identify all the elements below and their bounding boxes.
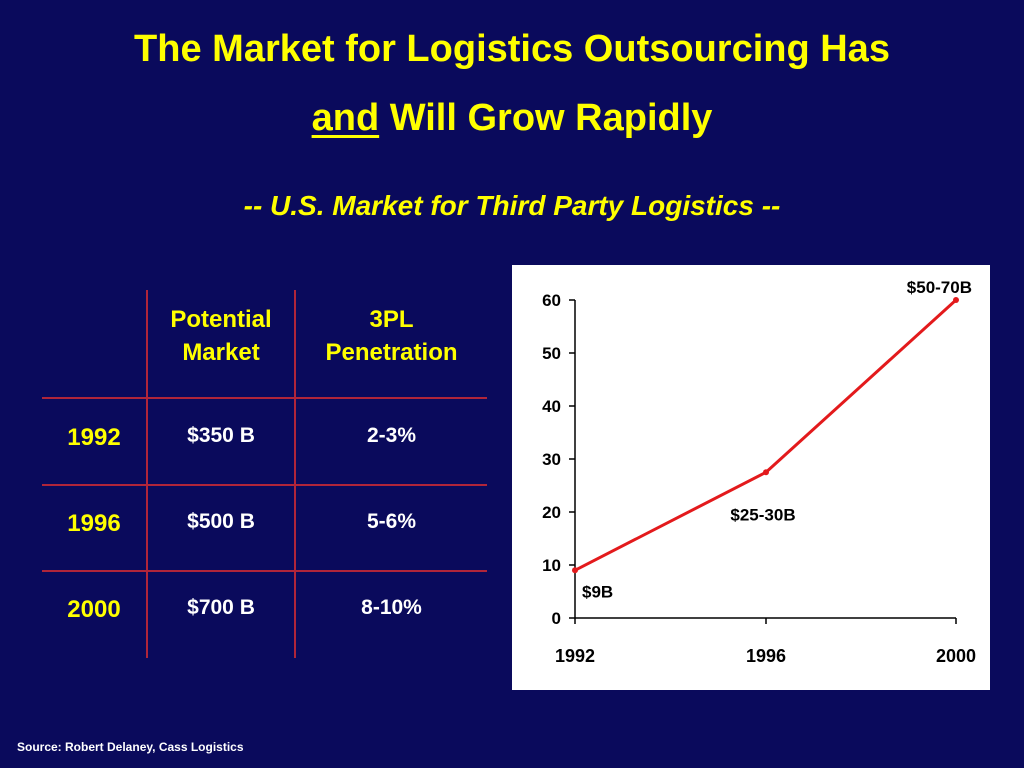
row-penetration: 5-6% [366,510,417,533]
row-year: 2000 [67,596,121,623]
row-penetration: 2-3% [366,424,417,447]
series-line [574,298,958,572]
row-market: $700 B [187,596,255,619]
data-label: $25-30B [730,505,795,524]
y-tick-label: 60 [542,291,561,310]
y-tick-label: 40 [542,397,561,416]
y-tick-label: 0 [552,609,561,628]
slide-title-line-1: The Market for Logistics Outsourcing Has [134,28,890,70]
slide-subtitle: -- U.S. Market for Third Party Logistics… [243,190,781,221]
table-divider-vertical-2 [294,290,296,658]
y-tick-label: 20 [542,503,561,522]
row-penetration: 8-10% [361,596,422,619]
chart-svg: 0 10 20 30 40 50 60 1992 1996 2000 $9B $25-30B $50-7… [542,278,976,666]
data-label: $50-70B [907,278,972,297]
table-divider-vertical-1 [146,290,148,658]
market-line-chart: 0 10 20 30 40 50 60 1992 1996 2000 $9B $25-30B $50-7… [512,265,990,690]
row-year: 1992 [67,424,121,451]
x-tick-label: 1996 [746,646,786,666]
row-year: 1996 [67,510,121,537]
row-market: $500 B [187,510,255,533]
table-divider-horizontal-2 [42,484,487,486]
series-point [572,567,578,574]
table-divider-horizontal-1 [42,397,487,399]
slide-title-line-2: and Will Grow Rapidly [0,99,1024,137]
x-tick-label: 2000 [936,646,976,666]
series-point [953,297,959,303]
header-potential-market: Potential Market [170,306,272,366]
title-rest: Will Grow Rapidly [379,97,713,139]
title-underlined-word: and [311,97,380,139]
series-point [763,469,769,476]
y-tick-label: 10 [542,556,561,575]
x-tick-label: 1992 [555,646,595,666]
y-tick-label: 50 [542,344,561,363]
y-tick-label: 30 [542,450,561,469]
source-note: Source: Robert Delaney, Cass Logistics [17,740,244,754]
data-label: $9B [582,582,613,601]
header-3pl-penetration: 3PL Penetration [325,306,458,366]
row-market: $350 B [187,424,255,447]
table-divider-horizontal-3 [42,570,487,572]
